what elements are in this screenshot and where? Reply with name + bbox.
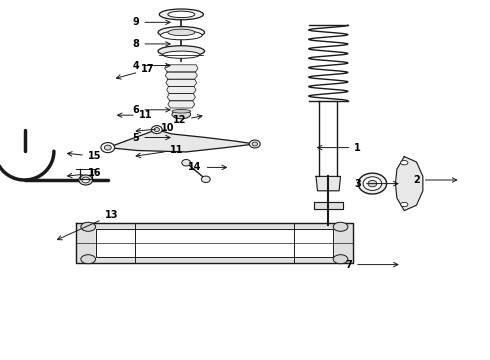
- Ellipse shape: [182, 159, 191, 166]
- Text: 9: 9: [133, 17, 170, 27]
- Text: 11: 11: [136, 145, 183, 158]
- Ellipse shape: [400, 161, 408, 165]
- Text: 6: 6: [133, 105, 170, 115]
- Text: 15: 15: [68, 151, 101, 161]
- Ellipse shape: [158, 27, 205, 38]
- Ellipse shape: [368, 180, 377, 187]
- Ellipse shape: [168, 11, 195, 18]
- Text: 7: 7: [345, 260, 398, 270]
- Ellipse shape: [172, 109, 191, 113]
- Polygon shape: [168, 101, 195, 108]
- Ellipse shape: [201, 176, 210, 183]
- Ellipse shape: [333, 255, 348, 264]
- Polygon shape: [96, 229, 333, 257]
- Text: 17: 17: [117, 64, 155, 79]
- Ellipse shape: [249, 140, 260, 148]
- Ellipse shape: [101, 143, 115, 153]
- Ellipse shape: [333, 222, 348, 231]
- Ellipse shape: [172, 110, 191, 119]
- Polygon shape: [316, 176, 341, 191]
- Ellipse shape: [158, 46, 205, 57]
- Polygon shape: [395, 157, 423, 211]
- Text: 14: 14: [188, 162, 226, 172]
- Polygon shape: [166, 79, 196, 86]
- Text: 8: 8: [133, 39, 170, 49]
- Polygon shape: [165, 72, 197, 79]
- Text: 12: 12: [172, 114, 202, 125]
- Ellipse shape: [82, 177, 90, 183]
- Polygon shape: [108, 130, 255, 152]
- Text: 5: 5: [133, 132, 170, 143]
- Text: 1: 1: [318, 143, 361, 153]
- Ellipse shape: [104, 145, 111, 150]
- Text: 10: 10: [136, 123, 174, 133]
- Polygon shape: [165, 65, 198, 72]
- Ellipse shape: [81, 222, 96, 231]
- Ellipse shape: [81, 255, 96, 264]
- Ellipse shape: [151, 126, 162, 134]
- Ellipse shape: [168, 29, 195, 36]
- Polygon shape: [76, 223, 353, 263]
- Text: 2: 2: [413, 175, 457, 185]
- Ellipse shape: [358, 173, 387, 194]
- Polygon shape: [167, 94, 196, 101]
- Ellipse shape: [79, 175, 93, 185]
- Ellipse shape: [363, 177, 382, 190]
- Text: 3: 3: [354, 179, 398, 189]
- Ellipse shape: [252, 142, 258, 146]
- Ellipse shape: [154, 128, 159, 132]
- Text: 16: 16: [68, 168, 101, 178]
- Polygon shape: [314, 202, 343, 209]
- Text: 11: 11: [118, 110, 152, 120]
- Ellipse shape: [163, 51, 200, 58]
- Ellipse shape: [400, 202, 408, 207]
- Text: 13: 13: [57, 210, 118, 240]
- Polygon shape: [167, 86, 196, 94]
- Ellipse shape: [159, 9, 203, 20]
- Text: 4: 4: [133, 60, 170, 71]
- Ellipse shape: [161, 31, 202, 40]
